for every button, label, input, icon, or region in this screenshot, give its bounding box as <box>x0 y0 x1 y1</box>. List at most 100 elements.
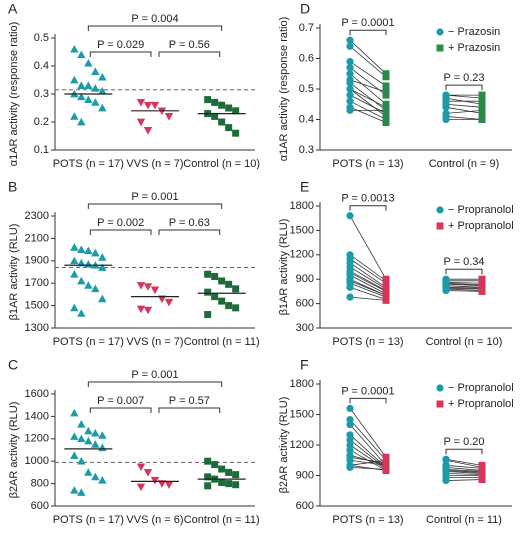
pair-connector <box>349 39 387 75</box>
data-point <box>382 459 390 467</box>
y-tick-label: 1200 <box>290 249 314 261</box>
data-point <box>91 248 100 257</box>
data-point <box>346 42 354 50</box>
x-tick-label: VVS (n = 7) <box>126 158 183 170</box>
data-point <box>225 480 233 488</box>
p-value-label: P = 0.001 <box>131 191 178 203</box>
data-point <box>382 88 390 96</box>
panel-label: F <box>300 357 309 373</box>
y-tick-label: 1400 <box>25 410 49 422</box>
y-tick-label: 900 <box>296 273 314 285</box>
p-bracket <box>445 268 483 275</box>
data-point <box>346 106 354 114</box>
data-point <box>232 129 240 137</box>
y-tick-label: 0.4 <box>34 60 49 72</box>
p-value-label: P = 0.002 <box>97 217 144 229</box>
p-bracket <box>89 407 152 413</box>
p-bracket <box>89 229 152 235</box>
legend-label: − Prazosin <box>448 26 500 38</box>
data-point <box>346 85 354 93</box>
data-point <box>232 107 240 115</box>
legend-marker <box>436 384 444 392</box>
y-tick-label: 1500 <box>290 224 314 236</box>
pair-connector <box>445 458 483 466</box>
legend-label: − Propranolol <box>448 204 514 216</box>
legend-label: − Propranolol <box>448 382 514 394</box>
y-tick-label: 0.5 <box>299 83 314 95</box>
data-point <box>218 118 226 126</box>
data-point <box>232 285 240 293</box>
data-point <box>346 64 354 72</box>
data-point <box>204 96 212 104</box>
data-point <box>211 293 219 301</box>
pair-connector <box>349 254 387 282</box>
data-point <box>98 431 107 439</box>
data-point <box>346 436 354 444</box>
data-point <box>136 118 146 127</box>
data-point <box>204 311 212 319</box>
data-point <box>346 453 354 461</box>
pair-connector <box>349 280 387 296</box>
pair-connector <box>445 103 483 108</box>
y-tick-label: 0.2 <box>34 116 49 128</box>
data-point <box>225 280 233 288</box>
data-point <box>346 431 354 439</box>
pair-connector <box>349 459 387 466</box>
data-point <box>346 97 354 105</box>
x-tick-label: POTS (n = 17) <box>53 336 124 348</box>
legend-marker <box>436 206 444 214</box>
pair-connector <box>349 272 387 292</box>
x-tick-label: POTS (n = 17) <box>53 158 124 170</box>
data-point <box>77 117 86 126</box>
data-point <box>232 471 240 479</box>
p-value-label: P = 0.004 <box>131 13 178 25</box>
pair-connector <box>349 82 387 111</box>
y-tick-label: 1500 <box>25 300 49 312</box>
data-point <box>442 103 450 111</box>
data-point <box>346 79 354 87</box>
data-point <box>136 282 146 290</box>
data-point <box>346 283 354 291</box>
pair-connector <box>445 283 483 287</box>
data-point <box>346 441 354 449</box>
data-point <box>136 99 146 107</box>
data-point <box>70 408 79 417</box>
data-point <box>204 457 212 465</box>
data-point <box>84 426 93 435</box>
pair-connector <box>445 94 483 99</box>
data-point <box>346 404 354 412</box>
pair-connector <box>349 274 387 295</box>
x-tick-label: Control (n = 9) <box>429 158 500 170</box>
data-point <box>225 302 233 310</box>
x-tick-label: Control (n = 10) <box>183 158 260 170</box>
panel-label: C <box>8 357 18 373</box>
data-point <box>98 476 107 484</box>
data-point <box>77 245 86 253</box>
data-point <box>204 288 212 296</box>
data-point <box>70 270 79 278</box>
pair-connector <box>445 109 483 114</box>
data-point <box>70 303 79 312</box>
legend-label: + Propranolol <box>448 220 514 232</box>
y-tick-label: 2300 <box>25 210 49 222</box>
data-point <box>150 101 160 110</box>
data-point <box>225 468 233 476</box>
p-value-label: P = 0.56 <box>169 39 210 51</box>
data-point <box>98 263 107 271</box>
pair-connector <box>349 73 387 105</box>
pair-connector <box>445 473 483 475</box>
data-point <box>98 87 107 95</box>
y-tick-label: 1500 <box>290 408 314 420</box>
y-tick-label: 1200 <box>25 433 49 445</box>
pair-connector <box>445 286 483 289</box>
p-bracket <box>87 381 223 387</box>
y-tick-label: 1000 <box>25 455 49 467</box>
p-bracket <box>87 203 223 209</box>
data-point <box>98 294 107 303</box>
y-axis-title: α1AR activity (response ratio) <box>8 22 20 167</box>
data-point <box>91 67 100 75</box>
pair-connector <box>445 464 483 469</box>
data-point <box>218 101 226 109</box>
y-tick-label: 1800 <box>290 200 314 212</box>
data-point <box>382 279 390 287</box>
